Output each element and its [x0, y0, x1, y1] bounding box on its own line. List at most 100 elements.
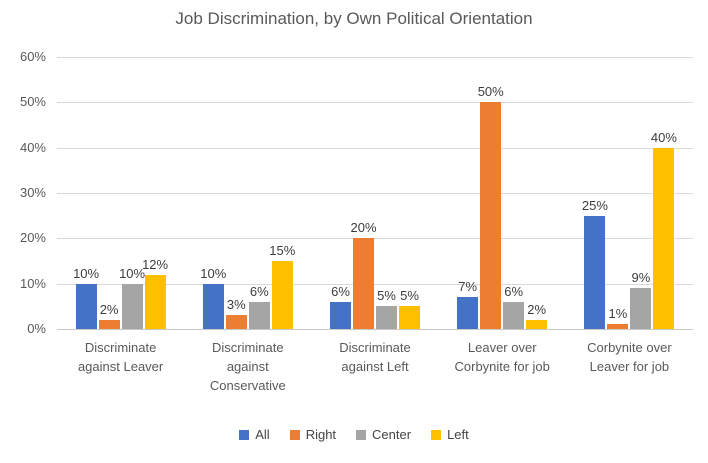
- y-tick-label: 50%: [19, 94, 46, 110]
- data-label: 15%: [269, 243, 296, 258]
- bar-left: [526, 319, 548, 329]
- bar-unit: 7%: [457, 279, 479, 329]
- bar-unit: 2%: [526, 302, 548, 329]
- chart-title: Job Discrimination, by Own Political Ori…: [175, 9, 533, 28]
- legend-label: All: [255, 427, 270, 442]
- legend-label: Left: [447, 427, 469, 442]
- gridline: [57, 193, 693, 194]
- bar-left: [271, 261, 293, 329]
- x-axis-line: [57, 329, 693, 330]
- bar-unit: 1%: [607, 306, 629, 329]
- bar-unit: 5%: [376, 288, 397, 329]
- y-tick-label: 30%: [19, 185, 46, 200]
- bar-unit: 25%: [581, 197, 608, 329]
- legend-label: Right: [305, 427, 337, 442]
- data-label: 6%: [504, 283, 524, 299]
- bar-center: [630, 288, 652, 329]
- gridline: [57, 57, 693, 58]
- bar-unit: 5%: [399, 288, 420, 329]
- bar-center: [376, 306, 397, 329]
- bar-group: 6% 20% 5% 5%: [311, 57, 438, 329]
- data-label: 5%: [400, 288, 419, 304]
- bar-left: [653, 147, 675, 329]
- gridline: [57, 238, 693, 240]
- legend-swatch-right: [289, 429, 300, 440]
- bar-unit: 9%: [630, 270, 652, 329]
- plot-area: 10% 2% 10% 12% 10% 3% 6% 15% 6% 20% 5% 5% 7% 50% 6% 2% 2…: [57, 57, 693, 330]
- data-label: 2%: [99, 301, 119, 317]
- data-label: 20%: [350, 220, 377, 236]
- bar-all: [584, 215, 606, 329]
- legend-swatch-all: [239, 429, 250, 440]
- category-label: Discriminate against Left: [339, 340, 411, 374]
- bar-unit: 10%: [119, 265, 146, 329]
- data-label: 10%: [73, 265, 100, 281]
- bar-unit: 3%: [225, 297, 247, 329]
- bar-unit: 6%: [248, 284, 270, 329]
- gridline: [57, 102, 693, 104]
- bar-right: [225, 315, 247, 329]
- data-label: 12%: [142, 256, 169, 272]
- legend-swatch-center: [356, 429, 367, 440]
- bar-unit: 40%: [650, 129, 677, 329]
- y-tick-label: 10%: [19, 275, 46, 291]
- legend-swatch-left: [431, 429, 442, 440]
- category-label: Discriminate against Conservative: [209, 340, 286, 393]
- bar-left: [144, 274, 166, 329]
- bar-right: [607, 324, 629, 329]
- data-label: 6%: [331, 283, 350, 299]
- gridline: [57, 147, 693, 149]
- y-tick-label: 0%: [27, 321, 46, 336]
- legend-item-left: Left: [431, 427, 469, 442]
- bar-all: [330, 301, 351, 329]
- bar-group: 10% 2% 10% 12%: [57, 57, 184, 329]
- data-label: 9%: [631, 270, 651, 286]
- data-label: 3%: [226, 297, 246, 313]
- x-axis: Discriminate against Leaver Discriminate …: [57, 338, 693, 395]
- data-label: 10%: [119, 265, 146, 281]
- bar-group: 7% 50% 6% 2%: [439, 57, 566, 329]
- gridline: [57, 283, 693, 285]
- legend-item-all: All: [239, 427, 270, 442]
- legend-item-right: Right: [289, 427, 337, 442]
- category-cell: Corbynite over Leaver for job: [566, 338, 693, 395]
- bar-left: [399, 306, 420, 329]
- bar-unit: 2%: [98, 301, 120, 329]
- bar-unit: 12%: [142, 256, 169, 329]
- legend-label: Center: [372, 427, 412, 442]
- bar-unit: 50%: [477, 84, 504, 329]
- bar-right: [98, 319, 120, 329]
- data-label: 10%: [200, 265, 227, 281]
- bar-unit: 10%: [200, 265, 227, 329]
- bar-group: 10% 3% 6% 15%: [184, 57, 311, 329]
- bar-right: [353, 238, 374, 329]
- data-label: 1%: [608, 306, 628, 322]
- y-tick-label: 60%: [19, 49, 46, 64]
- category-cell: Discriminate against Conservative: [184, 338, 311, 395]
- category-cell: Discriminate against Leaver: [57, 338, 184, 395]
- bar-all: [202, 283, 224, 329]
- category-label: Leaver over Corbynite for job: [454, 340, 550, 374]
- bar-unit: 10%: [73, 265, 100, 329]
- bar-unit: 20%: [350, 220, 377, 329]
- bar-center: [121, 283, 143, 329]
- category-cell: Leaver over Corbynite for job: [439, 338, 566, 395]
- data-label: 40%: [650, 129, 677, 145]
- bar-unit: 6%: [330, 284, 351, 329]
- y-tick-label: 40%: [19, 139, 46, 155]
- legend: All Right Center Left: [0, 427, 708, 442]
- category-label: Discriminate against Leaver: [77, 340, 164, 374]
- category-label: Corbynite over Leaver for job: [587, 340, 672, 374]
- bar-all: [457, 297, 479, 329]
- data-label: 25%: [581, 197, 608, 213]
- data-label: 5%: [377, 288, 396, 304]
- data-label: 7%: [458, 279, 478, 295]
- bar-right: [480, 102, 502, 329]
- bar-center: [503, 301, 525, 329]
- bar-group: 25% 1% 9% 40%: [566, 57, 693, 329]
- bar-all: [75, 283, 97, 329]
- data-label: 50%: [477, 84, 504, 100]
- category-cell: Discriminate against Left: [311, 338, 438, 395]
- legend-item-center: Center: [356, 427, 411, 442]
